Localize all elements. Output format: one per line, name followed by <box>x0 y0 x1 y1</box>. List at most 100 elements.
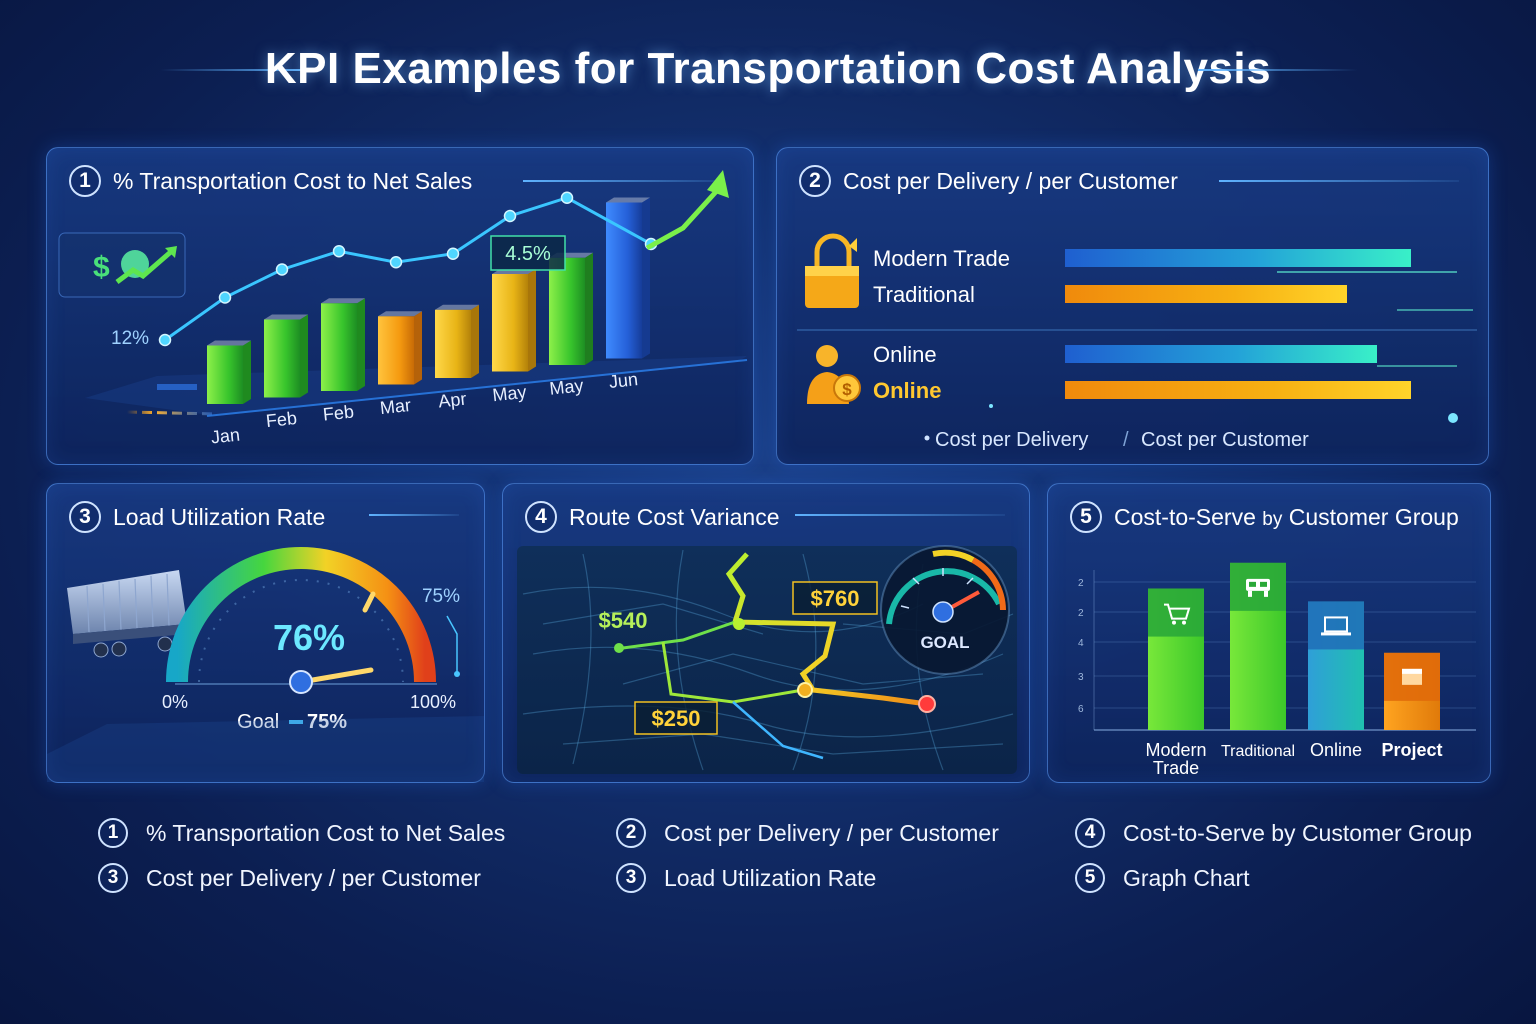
svg-text:$: $ <box>93 251 110 284</box>
panel-title: Load Utilization Rate <box>113 503 326 530</box>
legend-label: Graph Chart <box>1123 864 1250 891</box>
route-map: $540 $760 $250 GOAL <box>517 545 1017 774</box>
panel-cost-per-delivery[interactable]: 2 Cost per Delivery / per Customer $ Mod… <box>776 147 1489 465</box>
customer-money-icon: $ <box>807 345 861 404</box>
cost-bar <box>1065 345 1377 363</box>
legend-number: 3 <box>616 863 646 893</box>
legend-label: Cost per Delivery / per Customer <box>146 864 481 891</box>
route-cost-a: $540 <box>599 608 648 633</box>
svg-text:Cost per Customer: Cost per Customer <box>1141 429 1309 451</box>
row-label: Traditional <box>873 282 975 307</box>
p2-legend: Cost per Delivery / Cost per Customer <box>924 429 1309 451</box>
route-cost-c-tag: $250 <box>634 701 718 735</box>
title-divider-right <box>1198 69 1358 71</box>
category-label: Modern <box>1145 740 1206 760</box>
month-label: Apr <box>437 389 467 412</box>
legend-label: Cost-to-Serve by Customer Group <box>1123 819 1472 846</box>
panel-title: % Transportation Cost to Net Sales <box>113 167 473 194</box>
cost-bar <box>1065 285 1347 303</box>
cost-bar <box>1065 381 1411 399</box>
laptop-icon <box>1321 616 1351 636</box>
trend-point <box>158 333 172 347</box>
panel-title: Route Cost Variance <box>569 503 780 530</box>
cost-to-serve-bar <box>1384 652 1440 730</box>
legend-number: 3 <box>98 863 128 893</box>
svg-text:$: $ <box>842 380 852 399</box>
panel-transport-cost-to-sales[interactable]: 1 % Transportation Cost to Net Sales $ <box>46 147 754 465</box>
svg-text:$250: $250 <box>652 706 701 731</box>
route-node <box>614 643 624 653</box>
money-growth-icon: $ <box>58 232 186 298</box>
month-label: Jan <box>210 425 241 448</box>
cost-bar <box>1065 249 1411 267</box>
legend-number: 2 <box>616 818 646 848</box>
gauge-min: 0% <box>162 692 188 712</box>
header-divider <box>369 514 459 516</box>
panel-header: 3 Load Utilization Rate <box>69 500 325 534</box>
legend-item[interactable]: 3 Cost per Delivery / per Customer <box>98 861 481 895</box>
cost-row: Traditional <box>873 282 1347 307</box>
svg-text:$760: $760 <box>811 586 860 611</box>
cost-to-serve-bar <box>1148 588 1204 730</box>
panel-header: 4 Route Cost Variance <box>525 500 780 534</box>
route-node <box>733 618 745 630</box>
panel-number: 1 <box>69 165 101 197</box>
panel-number: 4 <box>525 501 557 533</box>
panel-title-by: by <box>1262 508 1283 530</box>
month-label: May <box>548 375 584 398</box>
legend-item[interactable]: 5 Graph Chart <box>1075 861 1250 895</box>
panel-load-utilization[interactable]: 3 Load Utilization Rate <box>46 483 485 783</box>
svg-text:GOAL: GOAL <box>920 633 969 652</box>
panel-title-end: Customer Group <box>1288 503 1459 530</box>
goal-gauge: GOAL <box>880 545 1010 675</box>
chart-bar <box>264 314 308 398</box>
title-row: KPI Examples for Transportation Cost Ana… <box>0 40 1536 100</box>
category-label-line2: Trade <box>1153 758 1199 778</box>
legend-item[interactable]: 3 Load Utilization Rate <box>616 861 876 895</box>
chart-bar <box>435 304 479 378</box>
legend-item[interactable]: 2 Cost per Delivery / per Customer <box>616 816 999 850</box>
header-divider <box>523 180 723 182</box>
chart-bar <box>549 252 593 365</box>
panel-cost-to-serve[interactable]: 5 Cost-to-Serve by Customer Group 2 2 4 3 6 … <box>1047 483 1491 783</box>
legend-item[interactable]: 1 % Transportation Cost to Net Sales <box>98 816 505 850</box>
row-label: Online <box>873 342 937 367</box>
gauge-max: 100% <box>410 692 456 712</box>
svg-text:Goal: Goal <box>237 711 279 733</box>
month-label: Mar <box>379 395 412 418</box>
truck-icon <box>1246 578 1270 597</box>
trend-point <box>446 247 460 260</box>
y-tick-label: 3 <box>1078 672 1084 683</box>
cost-row: Modern Trade <box>873 246 1411 271</box>
panel-header: 2 Cost per Delivery / per Customer <box>799 164 1178 198</box>
y-axis-label: 12% <box>111 328 149 349</box>
trend-point <box>389 256 403 269</box>
panel-title: Cost per Delivery / per Customer <box>843 167 1178 194</box>
legend-item[interactable]: 4 Cost-to-Serve by Customer Group <box>1075 816 1472 850</box>
panel-header: 5 Cost-to-Serve by Customer Group <box>1070 500 1459 534</box>
legend-label: Cost per Delivery / per Customer <box>664 819 999 846</box>
y-tick-label: 2 <box>1078 608 1084 619</box>
month-label: Feb <box>265 408 298 431</box>
route-cost-b-tag: $760 <box>792 581 878 615</box>
panel-number: 5 <box>1070 501 1102 533</box>
svg-text:4.5%: 4.5% <box>505 243 551 265</box>
panel-route-cost-variance[interactable]: 4 Route Cost Variance <box>502 483 1030 783</box>
panel-number: 3 <box>69 501 101 533</box>
truck-icon <box>67 570 187 658</box>
panel-title: Cost-to-Serve by Customer Group <box>1114 504 1459 531</box>
month-label: Feb <box>322 401 355 424</box>
month-label: May <box>491 382 527 405</box>
callout-box: 4.5% <box>490 235 566 271</box>
month-label: Jun <box>608 369 639 392</box>
goal-text: Goal 75% <box>237 711 347 733</box>
category-label: Traditional <box>1221 743 1295 760</box>
category-label: Online <box>1310 740 1362 760</box>
load-utilization-gauge: 76% 0% 100% 75% Goal 75% <box>47 547 484 782</box>
y-tick-label: 6 <box>1078 704 1084 715</box>
svg-text:/: / <box>1123 429 1129 451</box>
y-tick-label: 4 <box>1078 638 1084 649</box>
gauge-hub <box>289 670 313 694</box>
row-label: Modern Trade <box>873 246 1010 271</box>
